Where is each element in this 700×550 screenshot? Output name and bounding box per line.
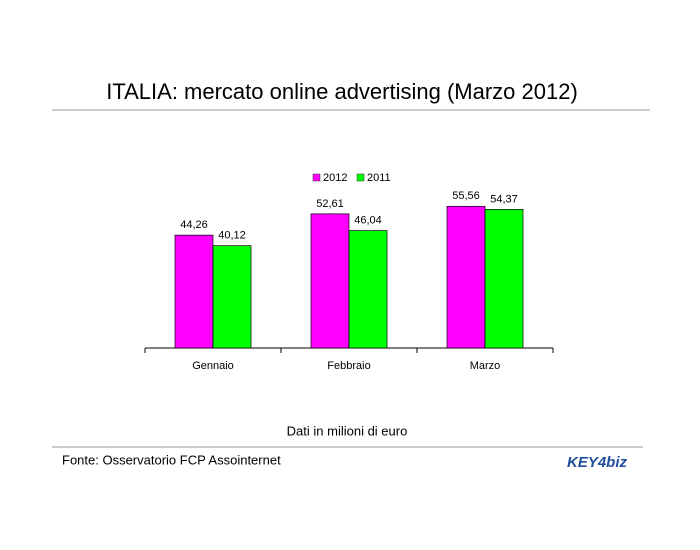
annotation: Dati in milioni di euro	[287, 423, 408, 438]
value-label: 55,56	[452, 190, 480, 202]
value-label: 44,26	[180, 219, 208, 231]
bar	[446, 205, 486, 349]
bar	[484, 209, 524, 349]
legend-swatch	[312, 173, 321, 182]
bar	[348, 230, 388, 349]
value-label: 46,04	[354, 215, 382, 227]
value-label: 40,12	[218, 230, 246, 242]
chart-title: ITALIA: mercato online advertising (Marz…	[106, 79, 578, 104]
bar	[174, 234, 214, 349]
bar	[212, 245, 252, 349]
logo: KEY4biz	[567, 454, 628, 471]
legend-swatch	[356, 173, 365, 182]
legend-label: 2012	[323, 172, 347, 184]
value-label: 52,61	[316, 198, 344, 210]
x-tick-label: Gennaio	[192, 360, 234, 372]
bar	[310, 213, 350, 349]
x-tick-label: Febbraio	[327, 360, 370, 372]
value-label: 54,37	[490, 193, 518, 205]
x-tick-label: Marzo	[470, 360, 501, 372]
source: Fonte: Osservatorio FCP Assointernet	[62, 452, 281, 467]
legend-label: 2011	[367, 172, 391, 184]
